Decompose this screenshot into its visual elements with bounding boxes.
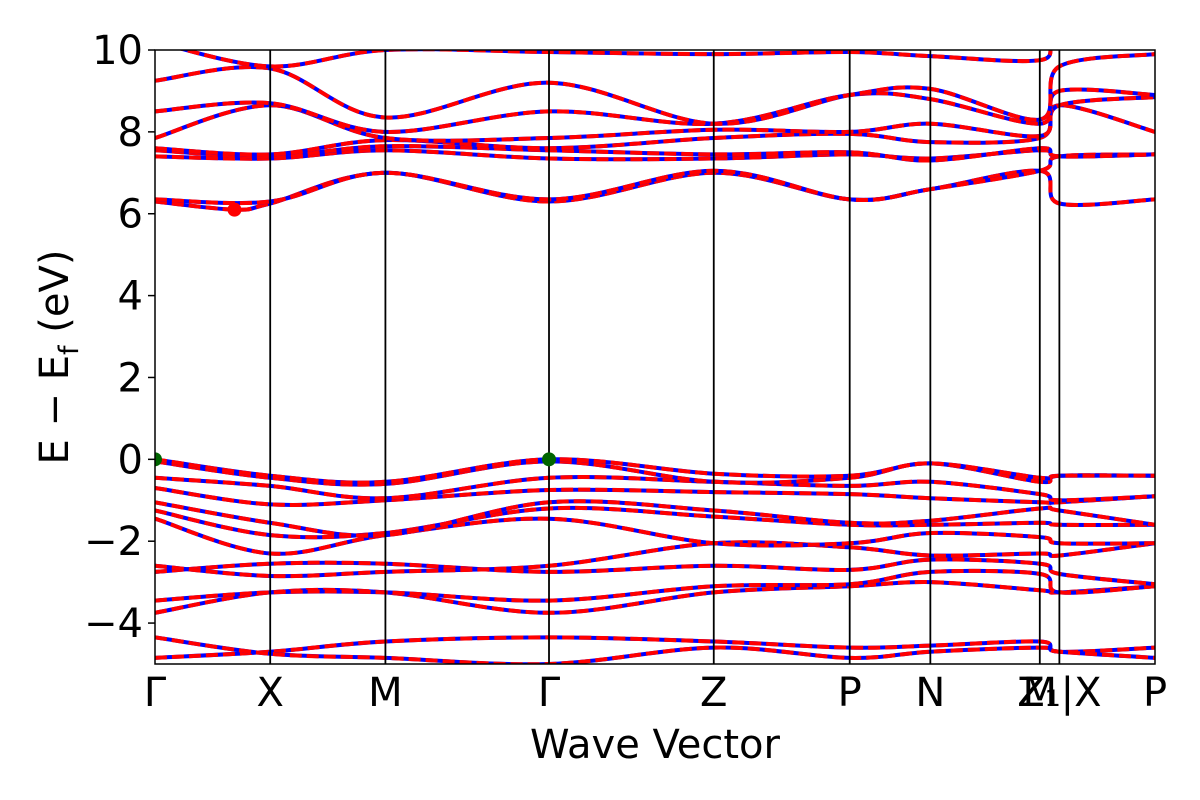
y-tick-label: 0	[118, 437, 143, 483]
band-up-7	[155, 505, 1155, 540]
band-up-1	[155, 635, 1155, 664]
y-tick-label: 2	[118, 355, 143, 401]
extrema-markers	[155, 202, 557, 467]
y-tick-label: −4	[84, 601, 143, 647]
y-tick-label: 6	[118, 192, 143, 238]
band-down-14	[155, 152, 1155, 206]
x-tick-label: Z	[700, 670, 727, 716]
band-up-2	[155, 580, 1155, 615]
band-up-8	[155, 499, 1155, 538]
cbm-marker	[227, 202, 242, 217]
y-tick-label: 4	[118, 274, 143, 320]
band-up-3	[155, 568, 1155, 603]
y-axis-title: E − Ef (eV)	[32, 250, 85, 465]
band-up-4	[155, 557, 1155, 587]
k-point-lines	[269, 50, 1061, 664]
vbm-marker	[542, 452, 557, 467]
band-up-0	[155, 635, 1155, 660]
x-tick-label: X	[257, 670, 284, 716]
band-up-18	[155, 95, 1155, 143]
x-tick-label: P	[1143, 670, 1167, 716]
y-axis-ticks: −4 −2 0 2 4 6 8 10	[84, 28, 155, 647]
x-tick-label: M	[1023, 670, 1058, 716]
vbm-marker	[155, 452, 162, 467]
band-up-9	[155, 486, 1155, 507]
y-tick-label: −2	[84, 519, 143, 565]
band-up-20	[155, 52, 1155, 126]
y-tick-label: 10	[92, 28, 143, 74]
band-up-6	[155, 516, 1155, 556]
x-tick-label: N	[915, 670, 945, 716]
x-tick-label: P	[838, 670, 862, 716]
band-up-16	[155, 144, 1155, 163]
band-up-21	[178, 50, 1053, 69]
x-tick-label: Γ	[144, 670, 167, 716]
x-tick-label: Γ	[538, 670, 561, 716]
bands-layer	[155, 50, 1155, 664]
x-axis-title: Wave Vector	[530, 722, 781, 768]
band-up-15	[155, 148, 1155, 162]
x-axis-ticks: Γ X M Γ Z P N MZ₁|X P	[144, 670, 1167, 716]
plot-frame	[154, 49, 1156, 665]
y-tick-label: 8	[118, 110, 143, 156]
x-tick-label: Z₁|X	[1017, 670, 1101, 716]
band-up-12	[155, 457, 1155, 485]
x-tick-label: M	[368, 670, 403, 716]
